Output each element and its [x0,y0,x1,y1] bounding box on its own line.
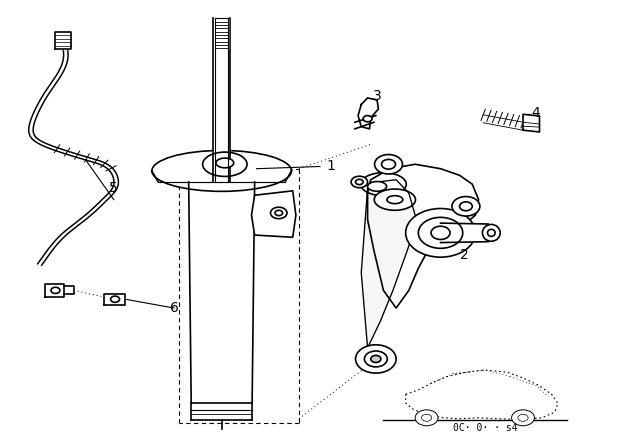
Ellipse shape [483,224,500,241]
Circle shape [422,414,431,421]
Text: 6: 6 [170,301,179,315]
Circle shape [374,155,403,174]
Text: 1: 1 [326,159,335,173]
Circle shape [518,414,528,421]
Polygon shape [440,223,488,242]
Polygon shape [191,403,252,420]
Circle shape [419,217,463,248]
Ellipse shape [203,152,247,177]
Polygon shape [361,180,415,348]
Polygon shape [64,286,74,294]
Polygon shape [523,114,540,132]
Circle shape [511,410,534,426]
Circle shape [431,226,450,240]
Circle shape [275,210,283,215]
Polygon shape [358,98,378,129]
Circle shape [356,345,396,373]
Polygon shape [252,191,296,237]
Circle shape [460,202,472,211]
Polygon shape [213,18,230,182]
Circle shape [351,176,367,188]
Text: 2: 2 [460,248,468,262]
Text: 0C· 0· · s4: 0C· 0· · s4 [452,423,517,433]
Circle shape [356,179,363,185]
Text: 3: 3 [372,89,381,103]
Ellipse shape [216,158,234,168]
Ellipse shape [360,172,406,196]
Circle shape [415,410,438,426]
Text: 5: 5 [109,181,118,195]
Polygon shape [215,18,228,49]
Ellipse shape [367,181,387,191]
Circle shape [364,351,387,367]
Polygon shape [189,182,255,403]
Text: 4: 4 [531,106,540,121]
Ellipse shape [488,229,495,237]
Circle shape [452,197,480,216]
Circle shape [271,207,287,219]
Polygon shape [104,294,125,305]
Polygon shape [45,284,64,297]
Circle shape [363,116,372,122]
Ellipse shape [374,189,415,210]
Circle shape [406,208,476,257]
Polygon shape [56,31,70,49]
Circle shape [381,159,396,169]
Ellipse shape [387,196,403,204]
Polygon shape [367,164,479,308]
Circle shape [51,287,60,293]
Circle shape [111,296,120,302]
Circle shape [371,355,381,362]
Ellipse shape [152,151,291,191]
